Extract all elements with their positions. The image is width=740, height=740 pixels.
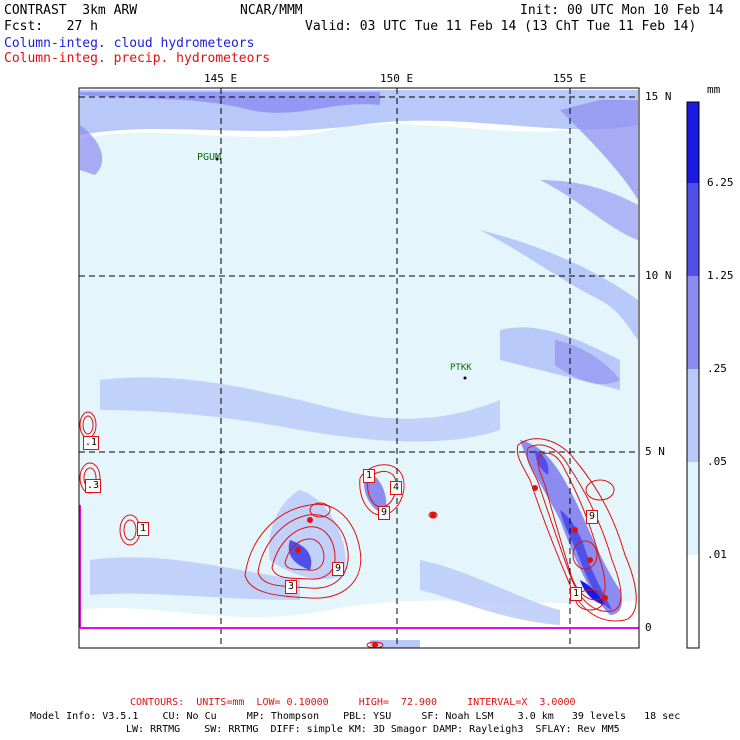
colorbar — [686, 101, 700, 649]
colorbar-level-1-25: 1.25 — [707, 269, 734, 282]
contour-info: CONTOURS: UNITS=mm LOW= 0.10000 HIGH= 72… — [130, 697, 576, 708]
lon-label-155: 155 E — [553, 72, 587, 85]
colorbar-unit: mm — [707, 83, 721, 96]
colorbar-level-0-01: .01 — [707, 548, 727, 561]
colorbar-bin-3 — [687, 276, 699, 369]
cloud-hydrometeor-field — [80, 90, 638, 648]
colorbar-bin-2 — [687, 183, 699, 276]
domain-boundary — [79, 505, 639, 629]
station-label-pgum: PGUM — [197, 152, 222, 163]
station-label-ptkk: PTKK — [450, 363, 472, 373]
lon-label-145: 145 E — [204, 72, 238, 85]
contour-label: 9 — [378, 506, 391, 520]
colorbar-bin-5 — [687, 462, 699, 555]
contour-label: 3 — [285, 580, 298, 594]
lat-label-15n: 15 N — [645, 90, 672, 103]
lat-lon-grid — [79, 88, 639, 648]
field-label-cloud: Column-integ. cloud hydrometeors — [4, 36, 255, 51]
contour-label: 9 — [586, 510, 599, 524]
lat-label-5n: 5 N — [645, 445, 665, 458]
colorbar-bin-4 — [687, 369, 699, 462]
contour-label: 4 — [390, 481, 403, 495]
station-marker-ptkk — [463, 376, 467, 380]
model-info-line-2: LW: RRTMG SW: RRTMG DIFF: simple KM: 3D … — [126, 724, 620, 735]
colorbar-bin-6 — [687, 555, 699, 648]
contour-label: 1 — [570, 587, 583, 601]
lon-label-150: 150 E — [380, 72, 414, 85]
contour-label: .1 — [83, 436, 100, 450]
contour-label: 1 — [137, 522, 150, 536]
model-title: CONTRAST 3km ARW — [4, 3, 138, 18]
lat-label-10n: 10 N — [645, 269, 672, 282]
forecast-hour: Fcst: 27 h — [4, 19, 98, 34]
contour-label: 9 — [332, 562, 345, 576]
field-label-precip: Column-integ. precip. hydrometeors — [4, 51, 271, 66]
init-time: Init: 00 UTC Mon 10 Feb 14 — [520, 3, 724, 18]
map-frame — [78, 87, 640, 649]
contour-label: 1 — [363, 469, 376, 483]
colorbar-level-6-25: 6.25 — [707, 176, 734, 189]
colorbar-bin-1 — [687, 102, 699, 183]
station-marker-pgum — [215, 157, 219, 161]
station-markers — [215, 157, 467, 380]
model-info-line-1: Model Info: V3.5.1 CU: No Cu MP: Thompso… — [30, 711, 681, 722]
lat-label-0: 0 — [645, 621, 652, 634]
center-label: NCAR/MMM — [240, 3, 303, 18]
precip-core-dots — [295, 485, 608, 648]
colorbar-level-0-25: .25 — [707, 362, 727, 375]
colorbar-level-0-05: .05 — [707, 455, 727, 468]
valid-time: Valid: 03 UTC Tue 11 Feb 14 (13 ChT Tue … — [305, 19, 697, 34]
contour-label: .3 — [85, 479, 102, 493]
